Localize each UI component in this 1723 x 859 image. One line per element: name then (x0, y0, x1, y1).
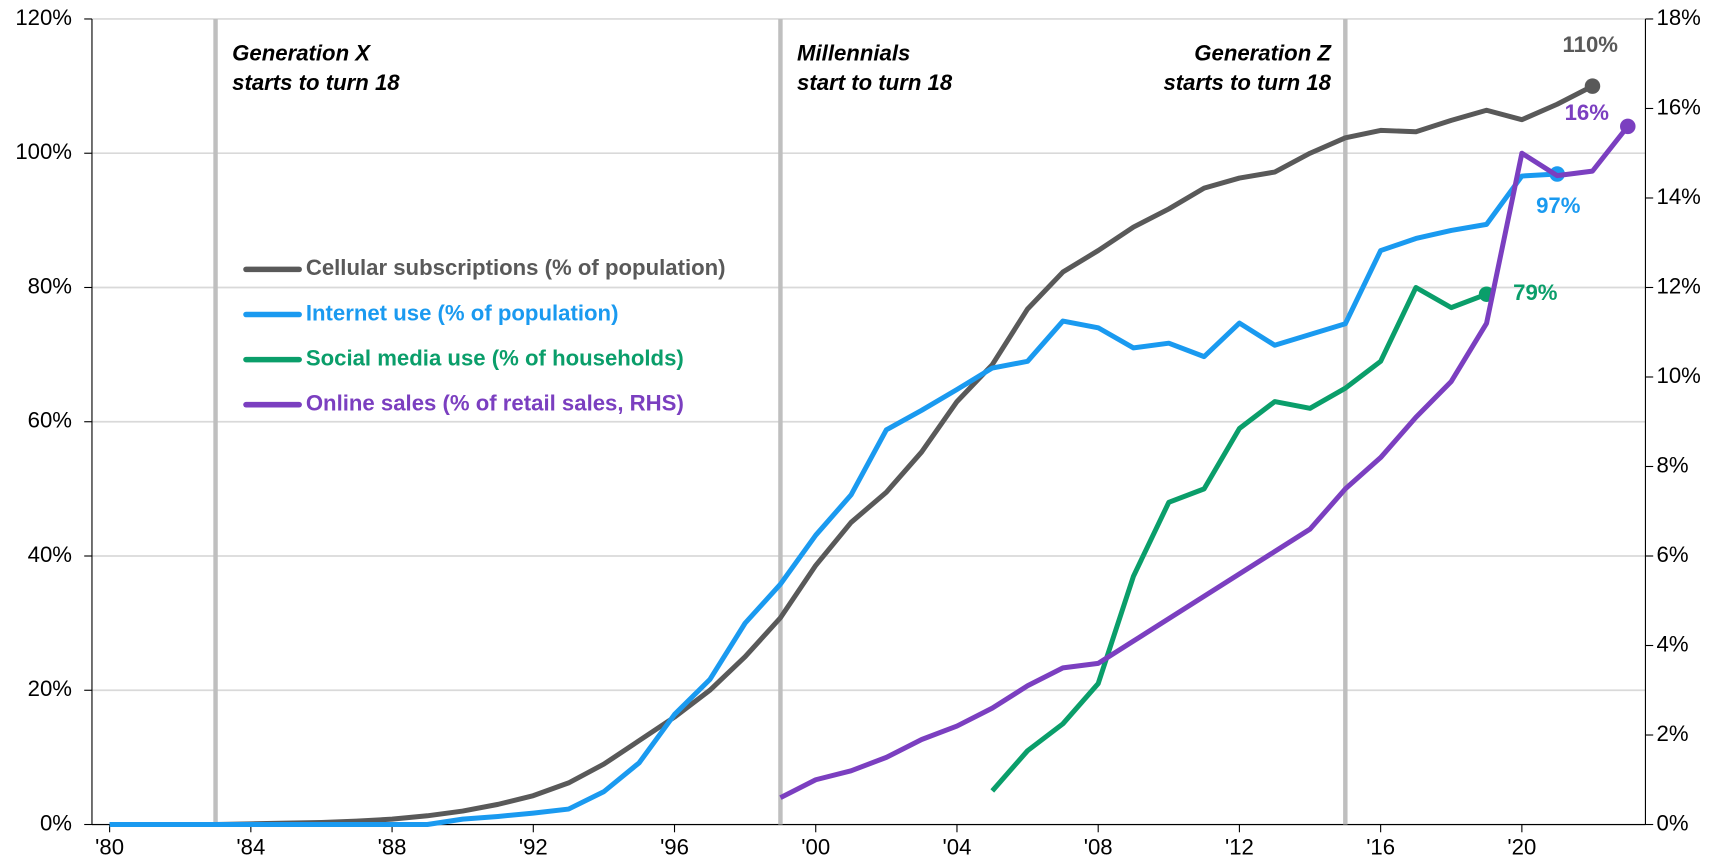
annotation: starts to turn 18 (1163, 70, 1331, 95)
y2-tick-label: 4% (1657, 631, 1689, 656)
x-tick-label: '04 (943, 835, 972, 859)
y2-tick-label: 0% (1657, 810, 1689, 835)
x-tick-label: '16 (1366, 835, 1395, 859)
legend-label: Internet use (% of population) (306, 300, 619, 325)
legend-label: Cellular subscriptions (% of population) (306, 255, 726, 280)
legend-label: Online sales (% of retail sales, RHS) (306, 391, 684, 416)
y2-tick-label: 14% (1657, 184, 1701, 209)
y2-tick-label: 2% (1657, 721, 1689, 746)
x-tick-label: '88 (378, 835, 407, 859)
end-point (1584, 78, 1601, 94)
y-tick-label: 60% (28, 408, 72, 433)
x-tick-label: '12 (1225, 835, 1254, 859)
data-label: 16% (1565, 100, 1610, 125)
legend-label: Social media use (% of households) (306, 345, 684, 370)
y2-tick-label: 16% (1657, 94, 1701, 119)
x-tick-label: '08 (1084, 835, 1113, 859)
x-tick-label: '20 (1507, 835, 1536, 859)
annotation: starts to turn 18 (232, 70, 400, 95)
x-tick-label: '00 (801, 835, 830, 859)
series-line (109, 83, 1594, 828)
annotation: Millennials (797, 40, 910, 65)
y2-tick-label: 10% (1657, 363, 1701, 388)
y-tick-label: 40% (28, 542, 72, 567)
y2-tick-label: 12% (1657, 273, 1701, 298)
series-line (109, 171, 1558, 828)
end-point (1620, 118, 1636, 135)
y-tick-label: 80% (28, 273, 72, 298)
annotation: start to turn 18 (797, 70, 953, 95)
annotation: Generation Z (1194, 40, 1332, 65)
y-tick-label: 100% (15, 139, 72, 164)
y2-tick-label: 8% (1657, 452, 1689, 477)
data-label: 79% (1513, 280, 1558, 305)
x-tick-label: '96 (660, 835, 689, 859)
x-tick-label: '84 (236, 835, 265, 859)
y-tick-label: 20% (28, 676, 72, 701)
x-tick-label: '92 (519, 835, 548, 859)
series-line (779, 124, 1630, 800)
annotation: Generation X (232, 40, 371, 65)
data-label: 110% (1563, 32, 1619, 57)
series-line (990, 284, 1488, 793)
y-tick-label: 120% (15, 5, 72, 30)
y2-tick-label: 6% (1657, 542, 1689, 567)
y-tick-label: 0% (40, 810, 72, 835)
data-label: 97% (1536, 193, 1581, 218)
x-tick-label: '80 (95, 835, 124, 859)
y2-tick-label: 18% (1657, 5, 1701, 30)
